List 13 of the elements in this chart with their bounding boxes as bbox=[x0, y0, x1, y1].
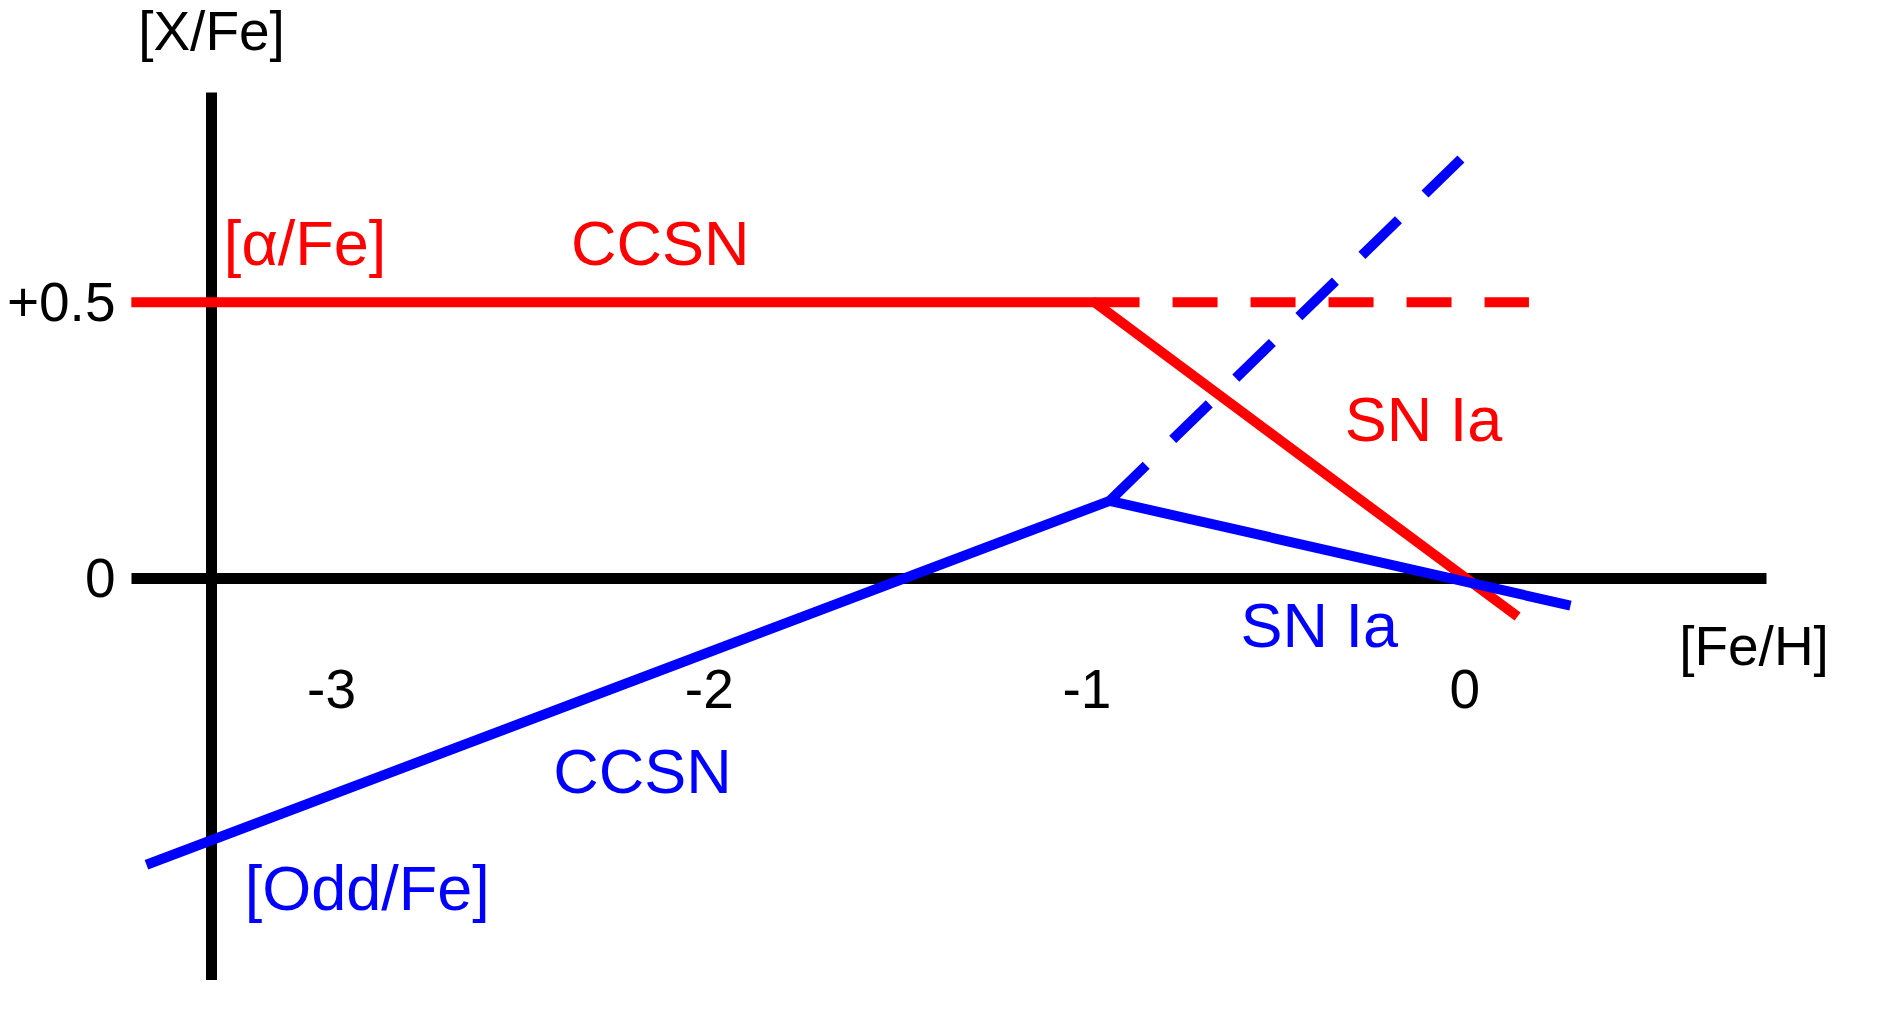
annotation: [α/Fe] bbox=[223, 207, 387, 278]
x-tick-label: 0 bbox=[1449, 658, 1481, 721]
annotation: CCSN bbox=[553, 736, 732, 807]
annotation: CCSN bbox=[570, 207, 750, 278]
x-tick-label: -3 bbox=[307, 658, 356, 721]
y-axis-title: [X/Fe] bbox=[138, 0, 285, 62]
x-tick-label: -1 bbox=[1062, 658, 1112, 721]
x-tick-label: -2 bbox=[684, 658, 734, 721]
y-tick-label: +0.5 bbox=[6, 271, 116, 334]
annotation: [Odd/Fe] bbox=[244, 852, 490, 923]
x-axis-title: [Fe/H] bbox=[1679, 615, 1829, 678]
annotation: SN Ia bbox=[1240, 590, 1400, 661]
annotation: SN Ia bbox=[1344, 384, 1504, 455]
